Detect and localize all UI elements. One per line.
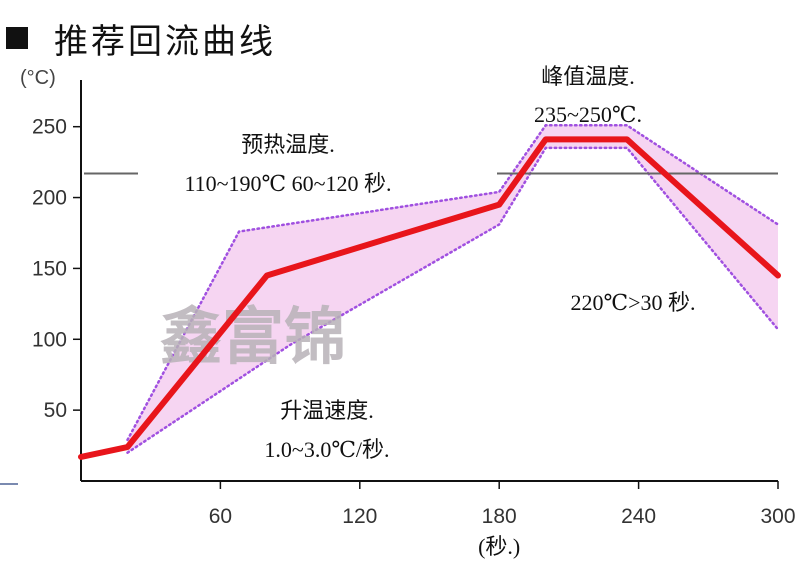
y-tick-label: 200 — [32, 187, 67, 210]
x-tick-label: 120 — [342, 505, 377, 528]
annotation-peak-line-2: 235~250℃. — [534, 102, 642, 127]
reflow-profile-line — [78, 136, 781, 460]
annotation-peak-line-1: 峰值温度. — [541, 64, 635, 89]
band-lower-edge — [126, 146, 780, 454]
band-upper-edge — [126, 124, 780, 442]
annotation-ramp-line-2: 1.0~3.0℃/秒. — [264, 437, 389, 462]
x-axis-label: (秒.) — [478, 534, 520, 559]
y-tick-label: 50 — [44, 399, 67, 422]
y-tick-label: 150 — [32, 257, 67, 280]
annotation-preheat-line-1: 预热温度. — [241, 132, 335, 157]
x-tick-label: 180 — [482, 505, 517, 528]
title-text: 推荐回流曲线 — [54, 21, 276, 62]
x-tick-label: 240 — [621, 505, 656, 528]
x-tick-label: 60 — [209, 505, 232, 528]
y-axis-label: (°C) — [20, 67, 56, 89]
watermark-text: 鑫富锦 — [160, 300, 346, 373]
annotation-tal-line-1: 220℃>30 秒. — [570, 290, 695, 315]
annotation-ramp-line-1: 升温速度. — [280, 398, 374, 423]
y-tick-label: 250 — [32, 116, 67, 139]
y-tick-label: 100 — [32, 328, 67, 351]
x-tick-label: 300 — [760, 505, 795, 528]
annotation-preheat-line-2: 110~190℃ 60~120 秒. — [184, 171, 391, 196]
title-bullet-icon — [6, 27, 28, 49]
chart-title: 推荐回流曲线 — [6, 10, 276, 66]
